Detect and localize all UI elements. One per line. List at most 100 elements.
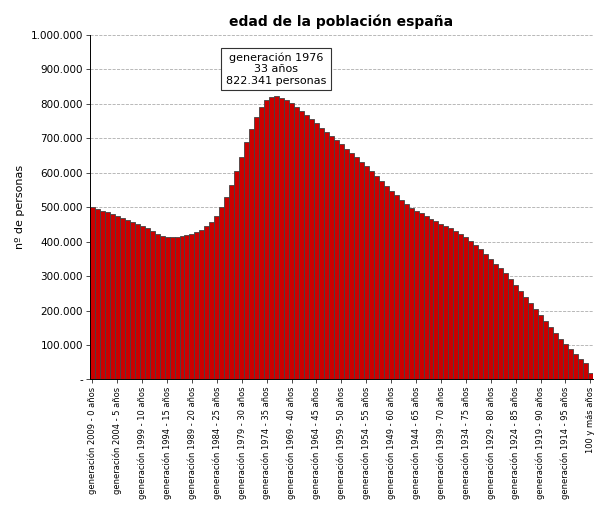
Bar [553,333,558,379]
Bar [543,321,548,379]
Bar [369,171,374,379]
Bar [130,222,135,379]
Bar [573,354,578,379]
Bar [309,119,314,379]
Bar [154,234,160,379]
Bar [538,315,543,379]
Bar [404,205,409,379]
Bar [324,132,329,379]
Bar [229,185,234,379]
Bar [583,363,588,379]
Bar [314,123,319,379]
Bar [414,211,418,379]
Bar [165,237,170,379]
Bar [100,211,105,379]
Bar [220,207,224,379]
Bar [344,149,349,379]
Bar [170,237,174,379]
Bar [120,218,124,379]
Bar [110,214,115,379]
Bar [508,279,513,379]
Bar [364,167,369,379]
Bar [488,259,493,379]
Bar [174,237,179,379]
Bar [135,224,140,379]
Bar [269,97,274,379]
Bar [244,142,249,379]
Bar [284,100,289,379]
Bar [478,249,483,379]
Bar [354,157,359,379]
Bar [379,181,384,379]
Bar [160,236,165,379]
Bar [493,264,498,379]
Bar [149,231,154,379]
Bar [179,236,184,379]
Bar [115,216,120,379]
Bar [264,100,269,379]
Bar [568,350,573,379]
Bar [145,229,149,379]
Bar [254,117,259,379]
Bar [190,234,195,379]
Bar [259,107,264,379]
Bar [393,195,398,379]
Bar [533,309,538,379]
Bar [563,344,568,379]
Bar [448,229,453,379]
Bar [578,359,583,379]
Bar [339,144,344,379]
Bar [518,290,523,379]
Bar [528,303,533,379]
Bar [195,232,199,379]
Bar [105,212,110,379]
Bar [279,98,284,379]
Bar [503,273,508,379]
Bar [464,237,468,379]
Bar [204,226,209,379]
Bar [289,103,294,379]
Bar [398,200,404,379]
Bar [439,224,443,379]
Bar [224,197,229,379]
Bar [418,213,423,379]
Bar [588,373,593,379]
Bar [199,230,204,379]
Bar [523,297,528,379]
Bar [209,222,214,379]
Bar [239,157,244,379]
Bar [319,128,324,379]
Bar [453,231,458,379]
Y-axis label: nº de personas: nº de personas [15,165,25,249]
Bar [558,339,563,379]
Bar [334,140,339,379]
Bar [483,254,488,379]
Bar [294,106,299,379]
Bar [299,111,304,379]
Bar [468,241,473,379]
Bar [389,191,393,379]
Bar [513,285,518,379]
Bar [95,209,100,379]
Bar [409,208,414,379]
Bar [90,207,95,379]
Bar [384,186,389,379]
Bar [124,220,130,379]
Bar [329,136,334,379]
Bar [140,226,145,379]
Text: generación 1976
33 años
822.341 personas: generación 1976 33 años 822.341 personas [226,52,326,86]
Bar [473,245,478,379]
Bar [458,234,464,379]
Bar [304,115,309,379]
Bar [274,96,279,379]
Bar [374,176,379,379]
Bar [349,153,354,379]
Bar [184,235,190,379]
Bar [214,216,220,379]
Bar [443,226,448,379]
Bar [423,216,428,379]
Bar [359,161,364,379]
Bar [249,128,254,379]
Bar [234,171,239,379]
Bar [428,218,434,379]
